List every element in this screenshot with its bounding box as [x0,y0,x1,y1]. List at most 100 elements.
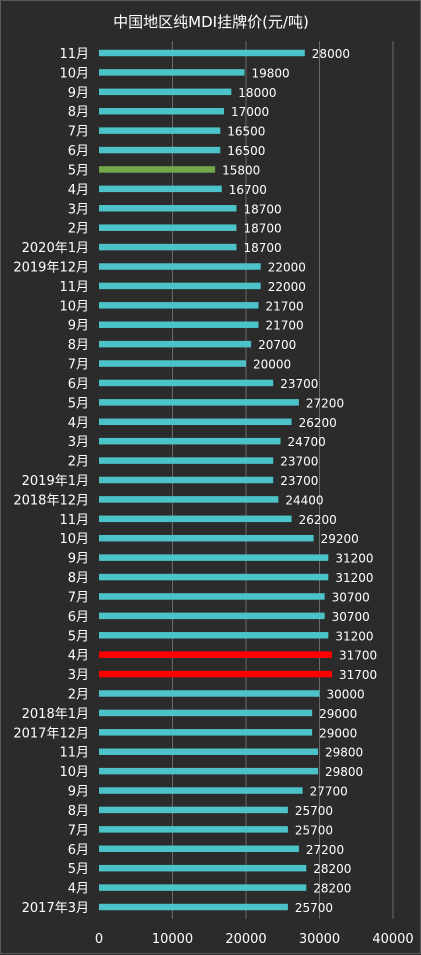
bar [99,729,313,736]
category-label: 2017年3月 [22,901,89,916]
data-label: 20700 [258,338,296,352]
category-label: 8月 [68,804,89,819]
bar [99,127,221,134]
category-label: 5月 [68,629,89,644]
data-label: 31200 [335,571,373,585]
data-label: 27200 [306,396,344,410]
data-label: 21700 [266,319,304,333]
category-label: 11月 [59,746,89,761]
bar [99,806,288,814]
category-label: 2月 [68,455,89,470]
bar [99,146,221,154]
category-label: 2月 [68,688,89,703]
bar [99,632,329,639]
data-label: 22000 [268,280,306,294]
data-label: 20000 [253,358,291,372]
category-label: 10月 [59,66,89,81]
x-tick-label: 30000 [299,932,340,947]
category-label: 7月 [68,125,89,140]
bars [99,49,332,911]
data-label: 16500 [227,144,265,158]
category-label: 5月 [68,862,89,877]
category-label: 11月 [59,513,89,528]
x-axis-ticks: 0 10000 20000 30000 40000 [95,932,414,947]
category-label: 4月 [68,416,89,431]
bar [99,670,332,678]
data-label: 24400 [285,493,323,507]
bar [99,767,319,775]
category-label: 6月 [68,610,89,625]
data-label: 27700 [310,785,348,799]
bar [99,554,329,561]
data-label: 18700 [243,241,281,255]
bar [99,457,274,464]
data-label: 31200 [335,629,373,643]
category-label: 2018年1月 [22,707,89,722]
bar [99,651,332,658]
data-label: 18700 [243,202,281,216]
category-label: 3月 [68,202,89,217]
x-tick-label: 40000 [372,932,413,947]
x-tick-label: 0 [95,932,103,947]
bar [99,88,232,96]
data-label: 28000 [312,47,350,61]
bar [99,418,292,426]
category-label: 7月 [68,823,89,838]
category-label: 5月 [68,396,89,411]
category-label: 8月 [68,571,89,586]
category-label: 9月 [68,785,89,800]
category-label: 5月 [68,163,89,178]
bar [99,321,259,328]
data-label: 26200 [299,416,337,430]
data-label: 23700 [280,377,318,391]
data-label: 18000 [238,86,276,100]
category-label: 7月 [68,358,89,373]
x-tick-label: 20000 [225,932,266,947]
data-label: 26200 [299,513,337,527]
bar [99,709,313,717]
category-label: 7月 [68,590,89,605]
category-label: 2020年1月 [22,241,89,256]
bar [99,534,314,542]
data-label: 29800 [325,765,363,779]
category-label: 6月 [68,377,89,392]
bar [99,340,252,348]
bar [99,612,325,620]
bar [99,282,261,290]
data-label: 16700 [229,183,267,197]
data-label: 23700 [280,474,318,488]
data-label: 31700 [339,668,377,682]
bar [99,845,299,853]
category-label: 2019年1月 [22,474,89,489]
bar [99,166,216,173]
bar [99,903,288,911]
category-label: 3月 [68,668,89,683]
data-label: 25700 [295,901,333,915]
data-label: 28200 [313,862,351,876]
data-label: 30700 [332,590,370,604]
bar [99,787,303,794]
data-label: 29000 [319,726,357,740]
bar [99,690,320,697]
bar [99,243,237,251]
bar [99,496,279,503]
bar [99,593,325,600]
x-tick-label: 10000 [152,932,193,947]
bar [99,379,274,387]
value-labels: 28000 19800 18000 17000 16500 16500 15800 16700… [222,47,377,915]
category-label: 3月 [68,435,89,450]
data-label: 29200 [321,532,359,546]
data-label: 23700 [280,455,318,469]
data-label: 27200 [306,843,344,857]
category-label: 2019年12月 [13,261,89,276]
data-label: 22000 [268,261,306,275]
bar [99,302,259,309]
category-label: 11月 [59,47,89,62]
category-label: 9月 [68,86,89,101]
bar [99,185,222,193]
bar [99,573,329,581]
data-label: 30700 [332,610,370,624]
category-label: 8月 [68,105,89,120]
